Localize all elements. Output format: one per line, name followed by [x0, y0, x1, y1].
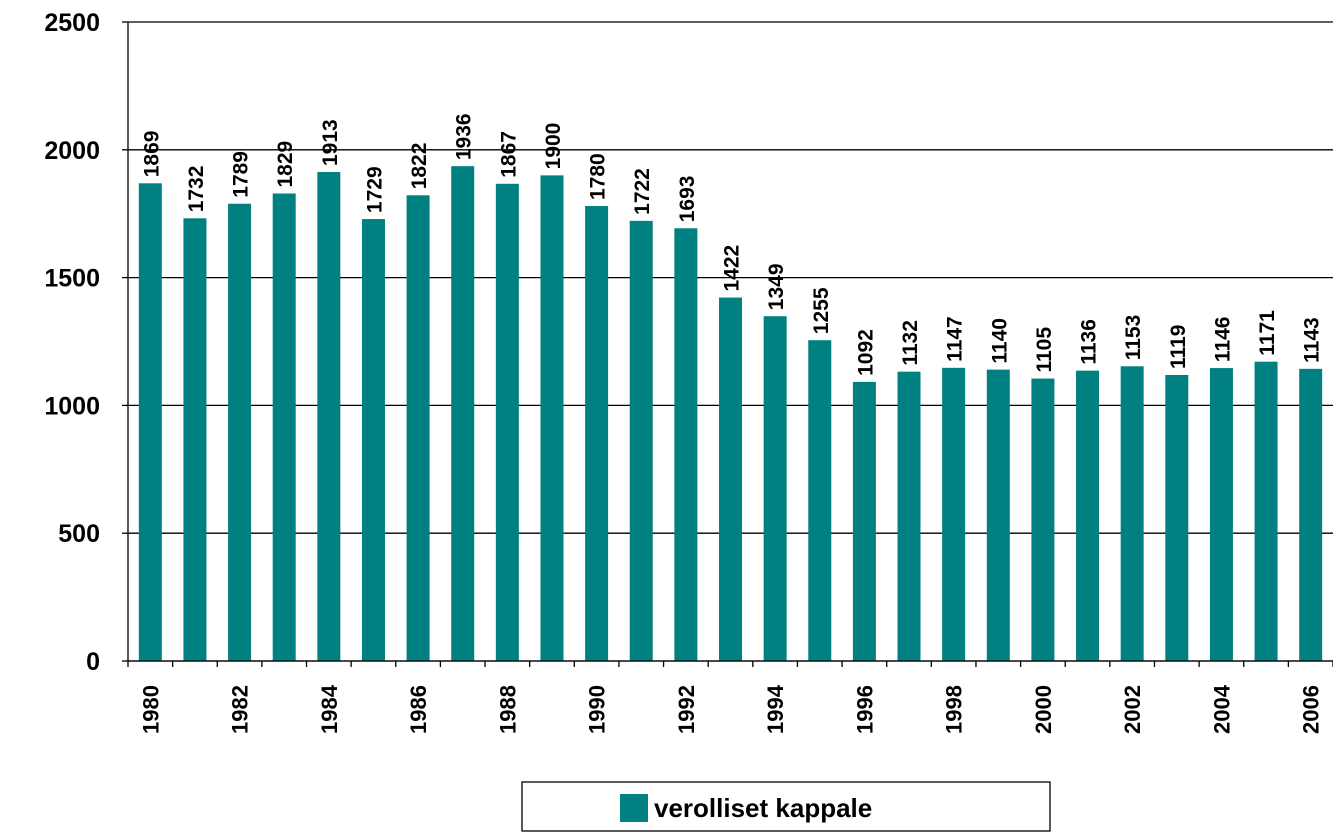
value-label: 1900 [542, 123, 565, 170]
value-label: 1171 [1256, 310, 1279, 356]
x-tick-label: 1998 [942, 685, 967, 734]
bar [1254, 361, 1278, 661]
bar [317, 172, 341, 661]
value-label: 1105 [1033, 327, 1056, 373]
x-tick-label: 1996 [852, 685, 877, 734]
value-label: 1136 [1078, 319, 1101, 365]
bar [1120, 366, 1144, 661]
value-label: 1153 [1122, 315, 1145, 361]
value-label: 1913 [319, 119, 342, 166]
value-label: 1092 [854, 329, 877, 376]
bar [808, 340, 832, 661]
value-label: 1146 [1211, 317, 1234, 363]
bar [361, 219, 385, 661]
value-label: 1132 [899, 320, 922, 366]
bar [897, 371, 921, 661]
bar [451, 166, 475, 662]
value-label: 1869 [140, 131, 163, 178]
bar [1031, 378, 1055, 661]
value-label: 1140 [988, 318, 1011, 364]
value-label: 1693 [676, 176, 699, 223]
y-tick-label: 0 [86, 648, 100, 676]
y-tick-label: 2500 [44, 9, 100, 37]
y-tick-label: 1500 [44, 265, 100, 293]
bar [942, 367, 966, 661]
x-tick-label: 1992 [674, 685, 699, 734]
legend-label: verolliset kappale [654, 793, 872, 823]
x-tick-label: 2004 [1209, 684, 1234, 734]
bar [852, 381, 876, 661]
bar [495, 183, 519, 661]
value-label: 1119 [1167, 325, 1190, 369]
y-tick-label: 500 [58, 520, 100, 548]
value-label: 1867 [497, 131, 520, 178]
x-tick-label: 1994 [763, 684, 788, 734]
y-tick-label: 2000 [44, 137, 100, 165]
x-tick-label: 1984 [317, 684, 342, 734]
y-tick-label: 1000 [44, 392, 100, 420]
value-label: 1349 [765, 263, 788, 310]
bar [986, 369, 1010, 661]
bar [228, 203, 252, 661]
bar [406, 195, 430, 661]
value-label: 1422 [721, 245, 744, 292]
value-label: 1936 [453, 113, 476, 160]
legend-swatch [620, 794, 648, 822]
bar [674, 228, 698, 661]
bar [763, 316, 787, 661]
x-tick-label: 1990 [585, 685, 610, 734]
x-tick-label: 2006 [1299, 685, 1324, 734]
x-tick-label: 1980 [138, 685, 163, 734]
value-label: 1255 [810, 287, 833, 334]
value-label: 1729 [363, 166, 386, 213]
bar [629, 220, 653, 661]
bar [272, 193, 296, 661]
value-label: 1722 [631, 168, 654, 215]
bar [1076, 370, 1100, 661]
x-tick-label: 1988 [495, 685, 520, 734]
value-label: 1780 [587, 153, 610, 200]
bar [1209, 368, 1233, 661]
value-label: 1732 [185, 166, 208, 213]
x-tick-label: 2002 [1120, 685, 1145, 734]
bar [1299, 368, 1323, 661]
value-label: 1143 [1301, 317, 1324, 363]
bar [719, 297, 742, 661]
value-label: 1829 [274, 141, 297, 188]
bar [138, 183, 162, 661]
value-label: 1789 [230, 151, 253, 198]
bar [540, 175, 564, 662]
bar [1165, 374, 1189, 661]
bar [585, 206, 609, 662]
value-label: 1147 [944, 316, 967, 362]
legend-box [521, 781, 1051, 832]
x-tick-label: 2000 [1031, 685, 1056, 734]
x-tick-label: 1982 [228, 685, 253, 734]
x-tick-label: 1986 [406, 685, 431, 734]
value-label: 1822 [408, 143, 431, 190]
bar [183, 218, 207, 662]
